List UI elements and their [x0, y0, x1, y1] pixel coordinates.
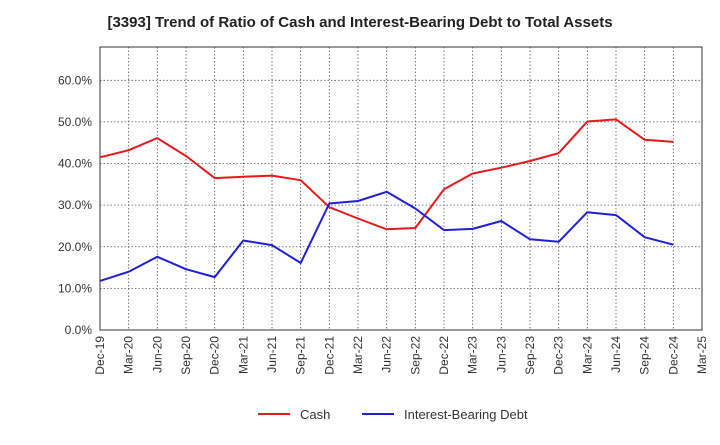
chart-title: [3393] Trend of Ratio of Cash and Intere…: [107, 14, 613, 31]
y-tick-label: 50.0%: [58, 115, 92, 129]
x-tick-label: Jun-24: [609, 336, 623, 373]
x-tick-label: Sep-22: [408, 336, 422, 375]
series-line-cash: [99, 118, 674, 231]
x-tick-label: Mar-20: [122, 336, 136, 374]
x-tick-label: Mar-24: [580, 336, 594, 374]
x-tick-label: Dec-21: [322, 336, 336, 375]
series-line-interest-bearing-debt: [99, 190, 674, 282]
x-tick-label: Sep-24: [638, 336, 652, 375]
x-tick-label: Mar-22: [351, 336, 365, 374]
y-tick-label: 20.0%: [58, 240, 92, 254]
x-tick-label: Jun-20: [150, 336, 164, 373]
x-tick-label: Dec-22: [437, 336, 451, 375]
x-tick-label: Sep-20: [179, 336, 193, 375]
y-tick-label: 60.0%: [58, 73, 92, 87]
x-tick-label: Mar-25: [695, 336, 709, 374]
y-tick-label: 30.0%: [58, 198, 92, 212]
x-tick-label: Jun-23: [494, 336, 508, 373]
y-tick-label: 10.0%: [58, 281, 92, 295]
x-tick-label: Sep-21: [294, 336, 308, 375]
legend-label-cash: Cash: [300, 407, 330, 422]
x-tick-label: Jun-21: [265, 336, 279, 373]
x-tick-label: Mar-21: [236, 336, 250, 374]
x-tick-label: Mar-23: [466, 336, 480, 374]
x-tick-label: Dec-19: [93, 336, 107, 375]
x-tick-label: Dec-24: [666, 336, 680, 375]
x-tick-label: Dec-20: [208, 336, 222, 375]
legend-label-interest-bearing-debt: Interest-Bearing Debt: [404, 407, 528, 422]
y-tick-label: 40.0%: [58, 157, 92, 171]
x-tick-label: Dec-23: [552, 336, 566, 375]
x-tick-label: Jun-22: [380, 336, 394, 373]
plot-frame: [99, 46, 703, 331]
x-tick-label: Sep-23: [523, 336, 537, 375]
y-tick-label: 0.0%: [65, 323, 93, 337]
